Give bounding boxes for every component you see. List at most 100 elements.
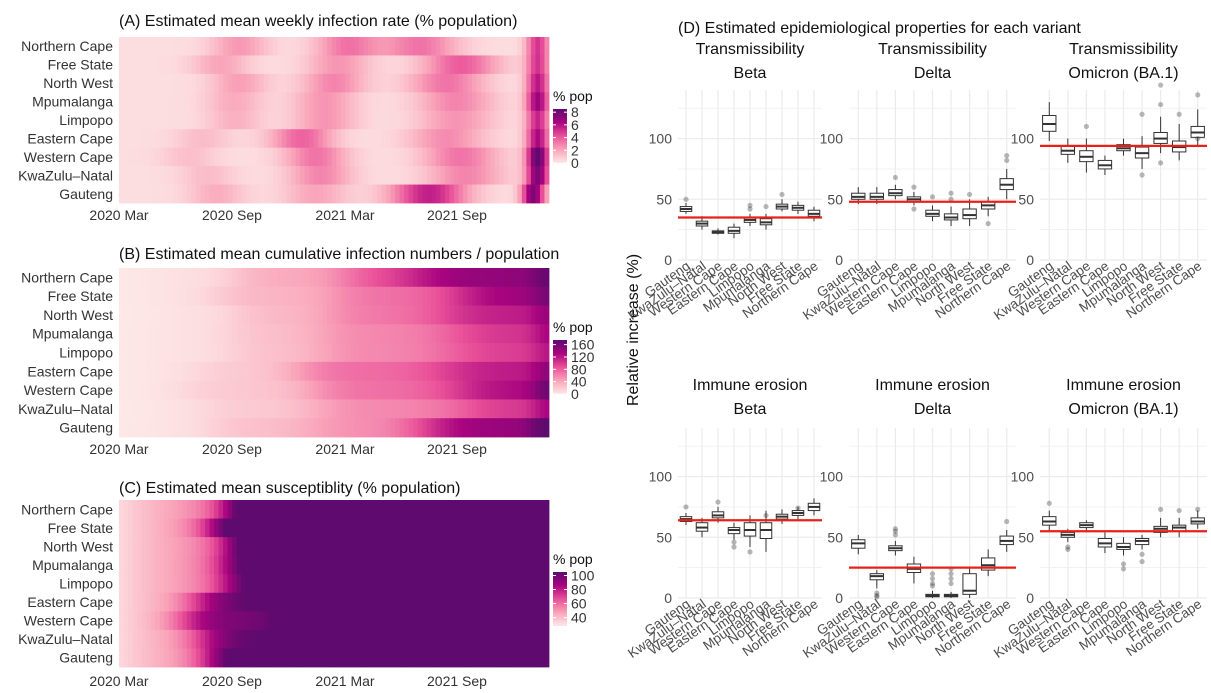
heatmap-cell — [309, 268, 315, 288]
heatmap-cell — [209, 399, 215, 419]
heatmap-row-label: Eastern Cape — [27, 594, 113, 610]
heatmap-cell — [440, 55, 446, 75]
heatmap-cell — [381, 518, 387, 538]
heatmap-cell — [404, 110, 410, 130]
heatmap-cell — [508, 518, 514, 538]
heatmap-cell — [444, 92, 450, 112]
boxplot-panel: Immune erosionBeta050100GautengKwaZulu–N… — [625, 377, 822, 661]
heatmap-cell — [413, 129, 419, 149]
heatmap-cell — [372, 380, 378, 400]
heatmap-cell — [182, 399, 188, 419]
heatmap-cell — [345, 611, 351, 631]
heatmap-cell — [295, 500, 301, 519]
heatmap-cell — [263, 574, 269, 594]
heatmap-cell — [173, 268, 179, 288]
heatmap-cell — [526, 343, 532, 363]
heatmap-cell — [318, 518, 324, 538]
heatmap-cell — [318, 184, 324, 204]
heatmap-cell — [291, 592, 296, 612]
heatmap-cell — [318, 555, 324, 575]
heatmap-cell — [281, 37, 287, 56]
heatmap-cell — [191, 399, 197, 419]
heatmap-cell — [272, 305, 278, 325]
heatmap-cell — [354, 418, 360, 438]
heatmap-cell — [168, 343, 174, 363]
heatmap-cell — [286, 380, 292, 400]
heatmap-cell — [358, 648, 364, 668]
heatmap-x-tick: 2020 Mar — [89, 441, 148, 457]
heatmap-cell — [363, 537, 369, 557]
heatmap-cell — [128, 380, 133, 400]
heatmap-cell — [263, 268, 269, 288]
heatmap-row-label: Northern Cape — [21, 38, 113, 54]
heatmap-cell — [481, 418, 487, 438]
heatmap-cell — [476, 55, 482, 75]
heatmap-cell — [304, 418, 310, 438]
heatmap-cell — [177, 184, 183, 204]
heatmap-cell — [286, 518, 292, 538]
heatmap-cell — [281, 166, 287, 185]
heatmap-cell — [205, 110, 210, 130]
heatmap-cell — [168, 110, 174, 130]
heatmap-cell — [413, 418, 419, 438]
heatmap-cell — [304, 147, 310, 167]
heatmap-cell — [331, 324, 337, 344]
heatmap-cell — [503, 399, 509, 419]
heatmap-cell — [150, 92, 156, 112]
heatmap-cell — [214, 55, 219, 75]
heatmap-cell — [508, 399, 514, 419]
heatmap-cell — [481, 305, 487, 325]
heatmap-row-label: Western Cape — [24, 613, 113, 629]
boxplot-outlier — [911, 206, 917, 212]
heatmap-cell — [309, 110, 315, 130]
heatmap-cell — [168, 574, 174, 594]
heatmap-cell — [349, 55, 355, 75]
heatmap-cell — [254, 537, 260, 557]
heatmap-cell — [300, 129, 305, 149]
heatmap-cell — [458, 555, 464, 575]
heatmap-cell — [182, 380, 188, 400]
heatmap-cell — [227, 343, 233, 363]
heatmap-cell — [440, 92, 446, 112]
boxplot-y-tick: 100 — [1011, 469, 1035, 485]
heatmap-cell — [318, 305, 324, 325]
heatmap-cell — [309, 73, 315, 93]
heatmap-cell — [263, 518, 269, 538]
heatmap-cell — [521, 418, 527, 438]
heatmap-x-tick: 2020 Sep — [202, 673, 262, 689]
heatmap-cell — [372, 37, 378, 56]
heatmap-cell — [345, 537, 351, 557]
heatmap-cell — [395, 184, 401, 204]
heatmap-cell — [476, 500, 482, 519]
heatmap-cell — [535, 380, 541, 400]
heatmap-cell — [281, 648, 287, 668]
boxplot-outlier — [929, 575, 936, 582]
heatmap-cell — [159, 305, 165, 325]
heatmap-cell — [399, 518, 405, 538]
heatmap-cell — [539, 55, 545, 75]
heatmap-cell — [186, 343, 192, 363]
heatmap-cell — [177, 324, 183, 344]
heatmap-cell — [259, 55, 265, 75]
heatmap-cell — [372, 629, 378, 649]
heatmap-cell — [331, 500, 337, 519]
heatmap-cell — [128, 184, 133, 204]
heatmap-cell — [395, 555, 401, 575]
heatmap-cell — [318, 648, 324, 668]
heatmap-cell — [377, 361, 382, 382]
heatmap-cell — [155, 73, 161, 93]
heatmap-cell — [512, 129, 518, 149]
heatmap-cell — [313, 147, 319, 167]
heatmap-cell — [168, 555, 174, 575]
heatmap-cell — [309, 147, 315, 167]
boxplot-y-tick: 0 — [835, 590, 843, 606]
heatmap-cell — [164, 537, 170, 557]
heatmap-row-label: KwaZulu–Natal — [18, 167, 113, 183]
heatmap-cell — [422, 184, 428, 204]
heatmap-cell — [417, 73, 423, 93]
heatmap-cell — [521, 55, 527, 75]
heatmap-cell — [526, 286, 532, 306]
heatmap-cell — [530, 537, 536, 557]
heatmap-cell — [544, 55, 550, 75]
heatmap-x-tick: 2021 Mar — [315, 441, 374, 457]
